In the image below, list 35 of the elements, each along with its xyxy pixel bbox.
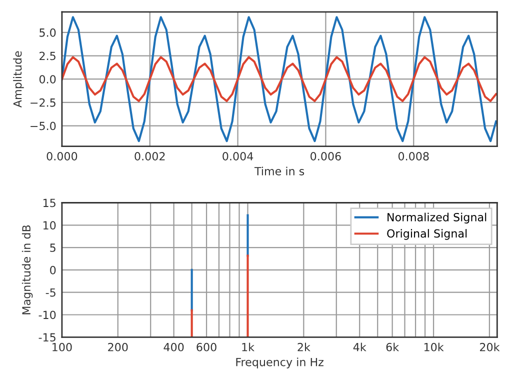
y-tick-label: -5 [46, 288, 56, 297]
y-tick-label: 15 [43, 198, 56, 208]
y-tick-label: 5 [50, 244, 56, 252]
legend-label: Original Signal [387, 229, 467, 240]
y-tick-label: -15 [38, 333, 56, 342]
x-tick-label: 600 [196, 342, 216, 352]
y-tick-label: 0 [50, 266, 56, 274]
x-tick-label: 0.002 [134, 152, 165, 160]
x-tick-label: 20k [480, 342, 500, 352]
y-tick-label: -10 [38, 310, 56, 320]
x-tick-label: 0.000 [46, 152, 78, 160]
y-tick-label: 5.0 [40, 28, 56, 37]
x-tick-label: 0.006 [310, 152, 341, 160]
x-tick-label: 4k [353, 342, 366, 352]
y-tick-label: 10 [43, 221, 56, 230]
x-tick-label: 1k [242, 342, 254, 352]
x-axis-title: Time in s [254, 166, 304, 176]
y-tick-label: 0.0 [39, 75, 56, 84]
legend-label: Normalized Signal [388, 212, 486, 224]
x-tick-label: 10k [424, 342, 444, 352]
x-tick-label: 2k [298, 342, 310, 352]
y-tick-label: −2.5 [30, 98, 56, 107]
y-tick-label: 2.5 [40, 52, 56, 60]
x-tick-label: 6k [386, 342, 400, 352]
x-axis-title: Frequency in Hz [236, 358, 324, 368]
x-tick-label: 200 [108, 342, 128, 352]
x-tick-label: 100 [52, 342, 72, 352]
x-tick-label: 400 [164, 342, 184, 352]
x-tick-label: 0.004 [222, 152, 254, 160]
x-tick-label: 0.008 [398, 152, 429, 160]
y-axis-title: Amplitude [13, 51, 24, 108]
y-tick-label: −5.0 [30, 122, 56, 130]
line-series [62, 56, 498, 102]
line-series [62, 16, 498, 142]
y-axis-title: Magnitude in dB [22, 225, 33, 314]
